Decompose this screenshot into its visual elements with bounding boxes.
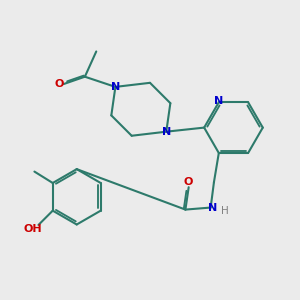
Text: N: N [162, 127, 171, 137]
Text: O: O [184, 177, 194, 187]
Text: O: O [54, 79, 64, 89]
Text: H: H [221, 206, 229, 216]
Text: OH: OH [23, 224, 42, 234]
Text: N: N [111, 82, 120, 92]
Text: N: N [214, 96, 224, 106]
Text: N: N [208, 202, 217, 213]
